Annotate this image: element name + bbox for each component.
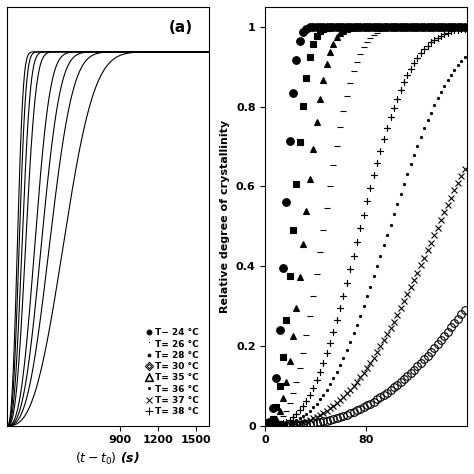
Y-axis label: Relative degree of crystallinity: Relative degree of crystallinity [220,120,230,313]
X-axis label: $(t-t_0)$ (s): $(t-t_0)$ (s) [75,451,140,467]
Text: (a): (a) [168,19,192,35]
Legend: T− 24 °C, T= 26 °C, T= 28 °C, T= 30 °C, T= 35 °C, T= 36 °C, T= 37 °C, T= 38 °C: T− 24 °C, T= 26 °C, T= 28 °C, T= 30 °C, … [146,328,200,417]
